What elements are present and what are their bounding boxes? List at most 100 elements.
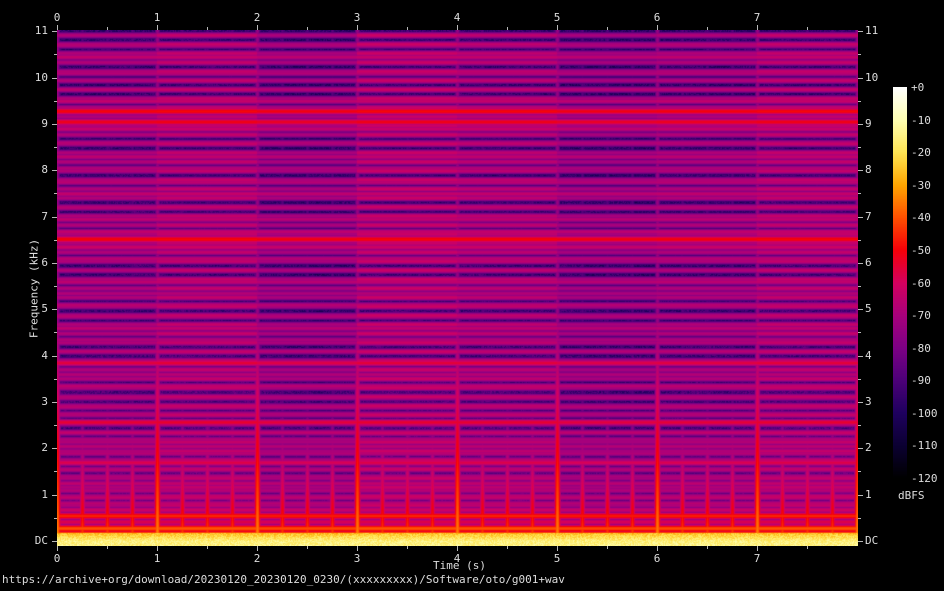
y-tick-major-right [858, 170, 863, 172]
y-tick-major-left [52, 448, 57, 450]
x-tick-major-bottom [757, 546, 758, 551]
y-tick-major-left [52, 170, 57, 172]
x-tick-major-bottom [357, 546, 358, 551]
y-tick-label-right: 9 [865, 116, 872, 130]
y-tick-label-right: 8 [865, 163, 872, 177]
colorbar-tick-label: -30 [911, 178, 931, 192]
x-tick-label-top: 5 [553, 11, 561, 24]
y-tick-major-left [52, 77, 57, 79]
y-tick-minor-left [54, 378, 57, 380]
x-tick-major-top [57, 25, 58, 30]
x-tick-major-bottom [457, 546, 458, 551]
y-tick-major-left [52, 401, 57, 403]
y-tick-label-right: 10 [865, 70, 879, 84]
x-tick-minor-top [107, 27, 108, 30]
y-tick-minor-left [54, 193, 57, 195]
y-tick-minor-left [54, 286, 57, 288]
y-axis-title: Frequency (kHz) [27, 238, 41, 339]
x-tick-major-bottom [557, 546, 558, 551]
y-tick-label-left: DC [34, 534, 48, 547]
y-tick-major-right [858, 494, 863, 496]
colorbar-tick-label: -100 [911, 406, 938, 420]
y-tick-label-right: 11 [865, 24, 879, 38]
y-tick-major-right [858, 216, 863, 218]
x-tick-minor-bottom [707, 546, 708, 549]
x-tick-label-top: 4 [453, 11, 461, 24]
x-tick-minor-bottom [307, 546, 308, 549]
colorbar-tick-label: -120 [911, 472, 938, 485]
x-tick-label-top: 3 [353, 11, 361, 24]
y-tick-minor-right [858, 471, 861, 473]
y-tick-minor-left [54, 54, 57, 56]
y-tick-label-left: 2 [41, 441, 48, 455]
x-tick-label-top: 6 [653, 11, 661, 24]
colorbar-tick-label: +0 [911, 81, 925, 94]
x-tick-label-bottom: 2 [253, 552, 261, 565]
y-tick-minor-right [858, 286, 861, 288]
y-tick-major-right [858, 309, 863, 311]
y-tick-label-left: 11 [34, 24, 48, 38]
colorbar-tick-label: -110 [911, 439, 938, 453]
y-tick-label-right: 6 [865, 255, 872, 269]
y-tick-label-right: 2 [865, 441, 872, 455]
x-tick-major-top [757, 25, 758, 30]
colorbar-tick-label: -60 [911, 276, 931, 290]
x-tick-label-bottom: 7 [753, 552, 761, 565]
y-tick-minor-right [858, 332, 861, 334]
y-tick-major-left [52, 355, 57, 357]
y-tick-label-right: 5 [865, 302, 872, 316]
colorbar-tick-label: -50 [911, 243, 931, 257]
x-tick-label-bottom: 1 [153, 552, 161, 565]
x-tick-minor-bottom [807, 546, 808, 549]
y-tick-minor-left [54, 471, 57, 473]
y-tick-label-right: 7 [865, 209, 872, 223]
colorbar-gradient [893, 87, 907, 478]
y-tick-label-left: 10 [34, 70, 48, 84]
y-tick-minor-left [54, 100, 57, 102]
x-tick-label-top: 2 [253, 11, 261, 24]
x-tick-minor-top [207, 27, 208, 30]
y-tick-major-left [52, 262, 57, 264]
y-tick-label-left: 8 [41, 163, 48, 177]
x-tick-minor-top [407, 27, 408, 30]
colorbar-tick-label: -80 [911, 341, 931, 355]
x-tick-minor-bottom [407, 546, 408, 549]
y-tick-major-right [858, 31, 863, 33]
spectrogram-heatmap [57, 30, 858, 546]
y-tick-minor-left [54, 425, 57, 427]
colorbar-tick-label: -10 [911, 113, 931, 127]
y-tick-minor-right [858, 193, 861, 195]
x-tick-major-top [457, 25, 458, 30]
y-tick-minor-right [858, 147, 861, 149]
y-tick-major-right [858, 262, 863, 264]
x-tick-minor-bottom [607, 546, 608, 549]
x-tick-major-bottom [257, 546, 258, 551]
y-tick-major-left [52, 31, 57, 33]
y-tick-minor-right [858, 425, 861, 427]
y-tick-label-left: 4 [41, 348, 48, 362]
x-tick-major-top [357, 25, 358, 30]
y-tick-minor-right [858, 239, 861, 241]
y-tick-label-right: 1 [865, 487, 872, 501]
y-tick-label-left: 5 [41, 302, 48, 316]
x-tick-major-bottom [157, 546, 158, 551]
x-tick-major-bottom [57, 546, 58, 551]
x-tick-label-top: 7 [753, 11, 761, 24]
source-url-text: https://archive+org/download/20230120_20… [2, 573, 565, 586]
x-tick-minor-bottom [507, 546, 508, 549]
y-tick-minor-left [54, 239, 57, 241]
y-tick-minor-left [54, 332, 57, 334]
x-tick-label-bottom: 4 [453, 552, 461, 565]
colorbar-title: dBFS [898, 489, 925, 502]
y-tick-major-left [52, 494, 57, 496]
y-tick-major-right [858, 77, 863, 79]
x-tick-minor-top [307, 27, 308, 30]
y-tick-major-left [52, 541, 57, 542]
y-tick-label-left: 1 [41, 487, 48, 501]
x-tick-minor-top [807, 27, 808, 30]
x-tick-minor-bottom [107, 546, 108, 549]
y-tick-major-left [52, 309, 57, 311]
x-tick-major-top [257, 25, 258, 30]
y-tick-minor-left [54, 147, 57, 149]
